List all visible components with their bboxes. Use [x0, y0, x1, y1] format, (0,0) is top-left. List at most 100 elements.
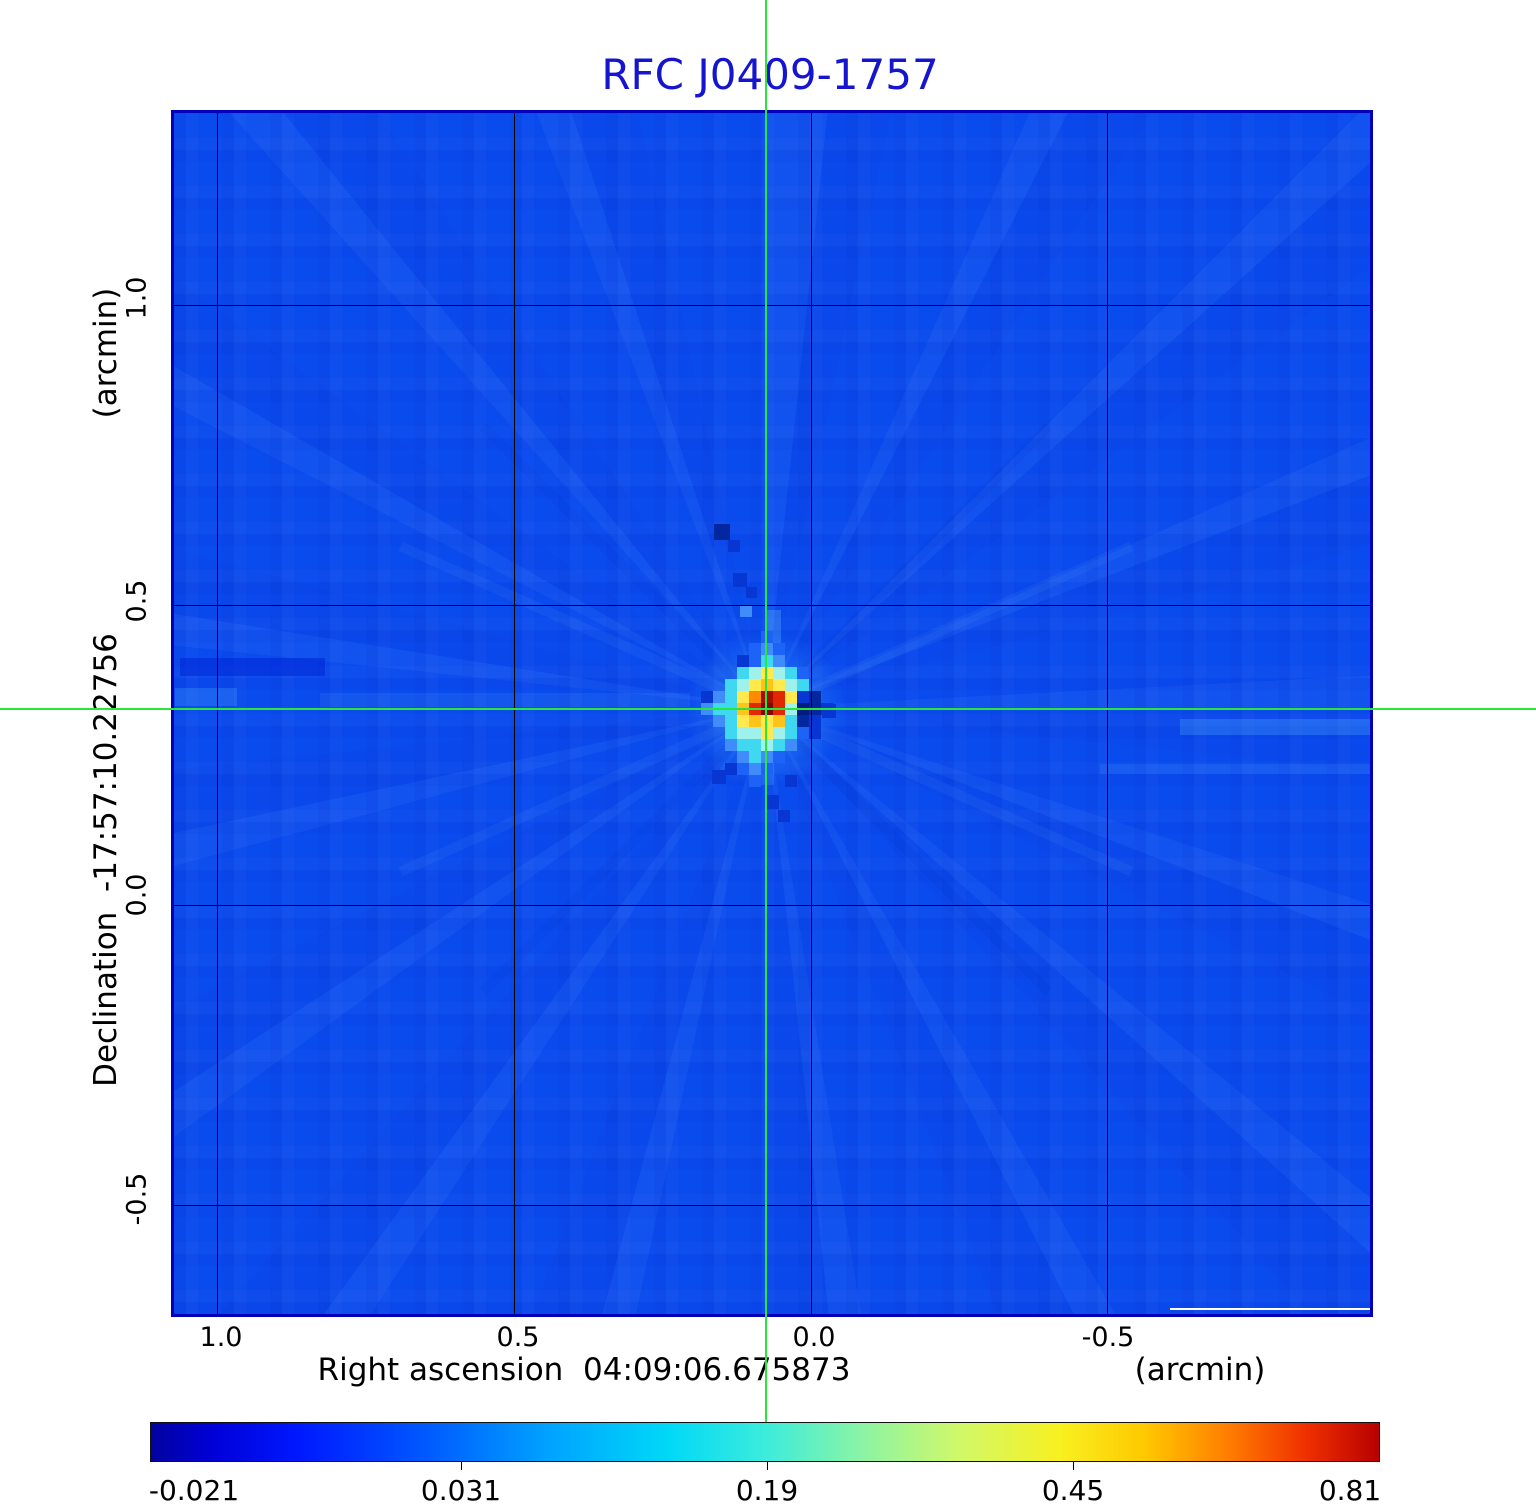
source-pixel — [809, 691, 821, 703]
source-pixel — [737, 679, 749, 691]
sidelobe-speckle — [746, 587, 757, 598]
source-pixel — [761, 727, 773, 739]
source-pixel — [773, 751, 785, 763]
x-tick-label: 0.5 — [496, 1322, 540, 1353]
source-pixel — [737, 739, 749, 751]
source-pixel — [713, 715, 725, 727]
source-pixel — [725, 715, 737, 727]
gridline-dec-1.0 — [174, 305, 1370, 306]
source-pixel — [749, 643, 761, 655]
crosshair-vertical-line — [765, 0, 767, 1422]
x-axis-label: Right ascension 04:09:06.675873 — [317, 1352, 851, 1388]
source-pixel — [749, 739, 761, 751]
y-tick-label: 1.0 — [121, 276, 153, 320]
source-pixel — [749, 655, 761, 667]
source-pixel — [797, 679, 809, 691]
x-tick-label: 0.0 — [792, 1322, 836, 1353]
source-pixel — [725, 691, 737, 703]
sidelobe-speckle — [728, 540, 740, 552]
source-pixel — [737, 715, 749, 727]
source-pixel — [761, 691, 773, 703]
y-axis-label: Declination -17:57:10.22756 — [88, 633, 124, 1087]
source-pixel — [773, 691, 785, 703]
colorbar-tick — [461, 1462, 462, 1470]
colorbar — [150, 1422, 1380, 1462]
source-pixel — [785, 727, 797, 739]
sidelobe-speckle — [778, 810, 790, 822]
source-pixel — [773, 655, 785, 667]
sky-image-inner — [174, 113, 1370, 1314]
source-pixel — [737, 691, 749, 703]
y-tick-label: 0.5 — [121, 579, 153, 623]
source-pixel — [773, 727, 785, 739]
crosshair-horizontal-line — [0, 708, 1536, 710]
source-pixel — [725, 739, 737, 751]
gridline-ra-0.5 — [514, 113, 515, 1314]
sky-image-plot — [171, 110, 1373, 1317]
sidelobe-speckle — [765, 795, 779, 809]
source-pixel — [761, 667, 773, 679]
y-tick-label: 0.0 — [121, 873, 153, 917]
source-pixel — [797, 727, 809, 739]
source-pixel — [737, 655, 749, 667]
colorbar-tick — [767, 1462, 768, 1470]
source-pixel — [749, 715, 761, 727]
source-pixel — [809, 727, 821, 739]
source-pixel — [737, 763, 749, 775]
figure-title: RFC J0409-1757 — [601, 50, 939, 99]
gridline-ra--0.5 — [1107, 113, 1108, 1314]
source-pixel — [785, 739, 797, 751]
gridline-ra-1.0 — [217, 113, 218, 1314]
gridline-dec-0.0 — [174, 905, 1370, 906]
source-pixel — [761, 679, 773, 691]
source-pixel — [773, 643, 785, 655]
source-pixel — [749, 751, 761, 763]
x-tick-label: -0.5 — [1081, 1322, 1135, 1353]
x-axis-unit-label: (arcmin) — [1134, 1352, 1266, 1388]
source-pixel — [725, 763, 737, 775]
source-pixel — [749, 667, 761, 679]
source-pixel — [749, 763, 761, 775]
source-pixel — [713, 691, 725, 703]
sidelobe-speckle — [712, 770, 726, 784]
source-pixel — [737, 727, 749, 739]
colorbar-tick — [1073, 1462, 1074, 1470]
source-pixel — [737, 751, 749, 763]
source-pixel — [725, 679, 737, 691]
source-pixel — [773, 667, 785, 679]
y-tick-label: -0.5 — [121, 1172, 153, 1226]
source-pixel — [797, 667, 809, 679]
source-pixel — [797, 691, 809, 703]
y-axis-unit-label: (arcmin) — [88, 287, 124, 419]
source-pixel — [785, 667, 797, 679]
source-pixel — [773, 679, 785, 691]
source-pixel — [761, 643, 773, 655]
gridline-dec--0.5 — [174, 1205, 1370, 1206]
source-pixel — [761, 751, 773, 763]
source-pixel — [725, 727, 737, 739]
source-pixel — [761, 631, 773, 643]
x-tick-label: 1.0 — [199, 1322, 243, 1353]
source-pixel — [749, 691, 761, 703]
gridline-ra-0.0 — [811, 113, 812, 1314]
artifact-streak-left-light — [175, 688, 237, 706]
colorbar-tick-label: 0.031 — [420, 1474, 502, 1507]
source-pixel — [761, 739, 773, 751]
sidelobe-speckle — [733, 573, 747, 587]
source-pixel — [737, 667, 749, 679]
source-pixel — [785, 691, 797, 703]
white-artifact-line-bottom-right — [1170, 1308, 1370, 1310]
source-pixel-layer — [689, 631, 845, 787]
sidelobe-speckle — [714, 524, 730, 540]
sidelobe-speckle — [740, 605, 752, 617]
source-pixel — [797, 715, 809, 727]
source-pixel — [773, 739, 785, 751]
source-pixel — [761, 715, 773, 727]
source-pixel — [785, 775, 797, 787]
sidelobe-speckle-layer — [174, 113, 1370, 1314]
colorbar-tick-label: 0.81 — [1318, 1474, 1382, 1507]
source-pixel — [749, 679, 761, 691]
source-pixel — [785, 715, 797, 727]
colorbar-tick-label: 0.19 — [735, 1474, 799, 1507]
